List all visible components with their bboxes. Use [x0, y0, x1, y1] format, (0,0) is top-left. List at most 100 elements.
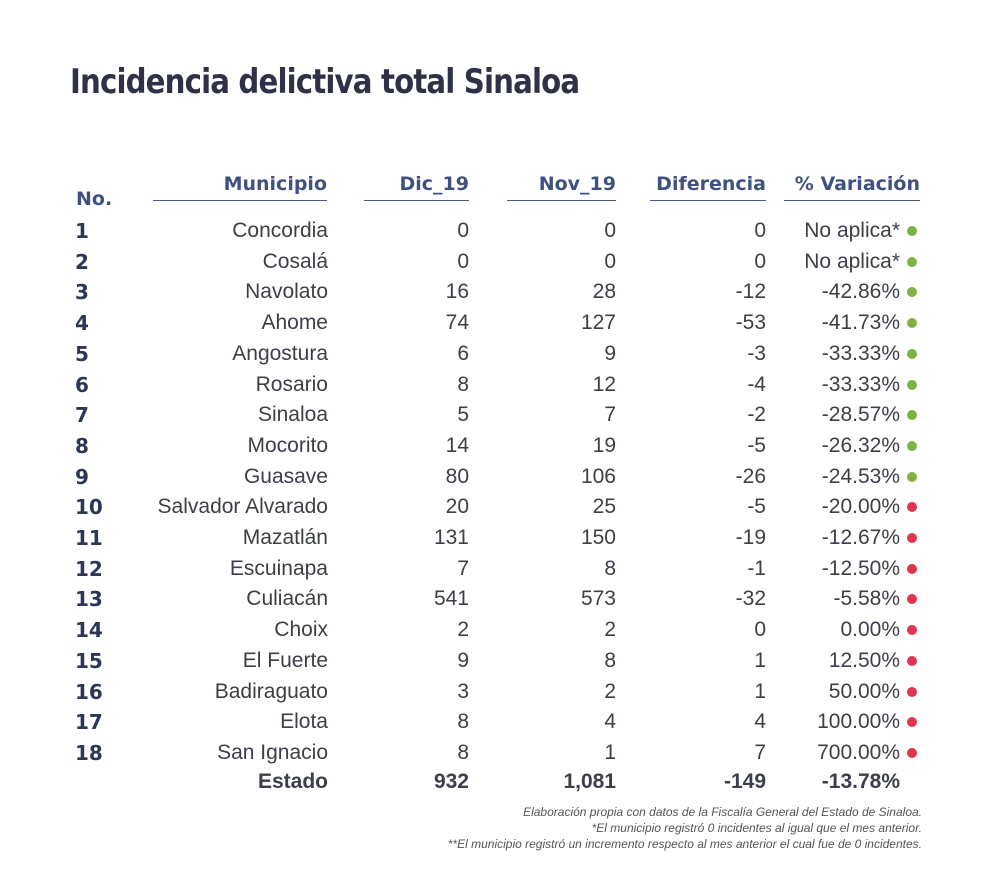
diferencia-cell: -4	[747, 372, 766, 396]
red-status-dot	[907, 563, 917, 574]
row-number: 4	[75, 311, 89, 336]
total-pct: -13.78%	[821, 770, 900, 793]
nov-cell: 4	[604, 710, 616, 734]
page-title: Incidencia delictiva total Sinaloa	[70, 62, 580, 102]
table-row: 17 Elota 8 4 4 100.00%	[0, 707, 992, 737]
nov-cell: 25	[592, 495, 616, 519]
table-row: 14 Choix 2 2 0 0.00%	[0, 615, 992, 645]
total-dic: 932	[433, 770, 469, 793]
table-row: 8 Mocorito 14 19 -5 -26.32%	[0, 431, 992, 461]
variacion-cell: -5.58%	[833, 587, 900, 611]
dic-cell: 2	[457, 618, 469, 642]
municipio-cell: Guasave	[243, 464, 328, 488]
diferencia-cell: -5	[747, 433, 766, 457]
total-label: Estado	[257, 770, 328, 793]
green-status-dot	[907, 318, 917, 329]
variacion-cell: 12.50%	[828, 648, 900, 672]
red-status-dot	[907, 655, 917, 666]
table-row: 2 Cosalá 0 0 0 No aplica*	[0, 247, 992, 277]
nov-cell: 2	[604, 679, 616, 703]
municipio-cell: Sinaloa	[257, 403, 328, 427]
table-row: 11 Mazatlán 131 150 -19 -12.67%	[0, 523, 992, 553]
variacion-cell: -28.57%	[821, 403, 900, 427]
municipio-cell: Ahome	[261, 311, 328, 335]
municipio-cell: Concordia	[232, 219, 328, 242]
row-number: 5	[75, 341, 89, 366]
dic-cell: 8	[457, 372, 469, 396]
nov-cell: 12	[592, 372, 616, 396]
green-status-dot	[907, 471, 917, 482]
variacion-cell: 100.00%	[817, 710, 900, 734]
dic-cell: 9	[457, 648, 469, 672]
table-row: 6 Rosario 8 12 -4 -33.33%	[0, 370, 992, 400]
diferencia-cell: -5	[747, 495, 766, 519]
variacion-cell: 0.00%	[840, 618, 900, 642]
green-status-dot	[907, 348, 917, 359]
nov-cell: 573	[580, 587, 616, 611]
dic-cell: 131	[433, 526, 469, 549]
red-status-dot	[907, 686, 917, 697]
dic-cell: 74	[445, 311, 469, 335]
red-status-dot	[907, 533, 917, 543]
dic-cell: 541	[433, 587, 469, 611]
row-number: 7	[75, 403, 89, 428]
nov-cell: 9	[604, 341, 616, 365]
green-status-dot	[907, 256, 917, 267]
dic-cell: 16	[445, 280, 469, 304]
municipio-cell: El Fuerte	[242, 648, 328, 672]
row-number: 10	[75, 495, 103, 520]
dic-cell: 3	[457, 679, 469, 703]
total-nov: 1,081	[563, 770, 616, 793]
nov-cell: 7	[604, 403, 616, 427]
diferencia-cell: 0	[754, 618, 766, 642]
dic-cell: 0	[457, 219, 469, 242]
row-number: 11	[75, 526, 103, 550]
table-row: 12 Escuinapa 7 8 -1 -12.50%	[0, 554, 992, 584]
red-status-dot	[907, 747, 917, 758]
nov-cell: 2	[604, 618, 616, 642]
municipio-cell: Mazatlán	[242, 526, 328, 549]
municipio-cell: Elota	[280, 710, 328, 734]
red-status-dot	[907, 594, 917, 605]
dic-cell: 80	[445, 464, 469, 488]
dic-cell: 8	[457, 710, 469, 734]
variacion-cell: -12.50%	[821, 556, 900, 580]
table-row: 18 San Ignacio 8 1 7 700.00%	[0, 738, 992, 768]
header-variacion: % Variación	[784, 173, 920, 201]
variacion-cell: -33.33%	[821, 372, 900, 396]
total-row: Estado 932 1,081 -149 -13.78%	[0, 767, 992, 797]
nov-cell: 106	[580, 464, 616, 488]
table-row: 4 Ahome 74 127 -53 -41.73%	[0, 308, 992, 338]
row-number: 6	[75, 372, 89, 397]
footnotes: Elaboración propia con datos de la Fisca…	[448, 804, 922, 852]
diferencia-cell: 1	[754, 679, 766, 703]
municipio-cell: Choix	[274, 618, 328, 642]
municipio-cell: Mocorito	[247, 433, 328, 457]
diferencia-cell: -19	[735, 526, 766, 549]
nov-cell: 0	[604, 249, 616, 273]
municipio-cell: Salvador Alvarado	[157, 495, 328, 519]
header-municipio: Municipio	[153, 173, 327, 201]
dic-cell: 5	[457, 403, 469, 427]
nov-cell: 0	[604, 219, 616, 242]
variacion-cell: -41.73%	[821, 311, 900, 335]
variacion-cell: -33.33%	[821, 341, 900, 365]
municipio-cell: Badiraguato	[214, 679, 328, 703]
header-dic: Dic_19	[364, 173, 469, 201]
green-status-dot	[907, 440, 917, 451]
municipio-cell: Escuinapa	[229, 556, 328, 580]
municipio-cell: Angostura	[232, 341, 328, 365]
nov-cell: 8	[604, 648, 616, 672]
municipio-cell: Culiacán	[246, 587, 328, 611]
table-row: 1 Concordia 0 0 0 No aplica*	[0, 216, 992, 246]
dic-cell: 7	[457, 556, 469, 580]
green-status-dot	[907, 410, 917, 421]
diferencia-cell: 0	[754, 219, 766, 242]
nov-cell: 1	[604, 740, 616, 764]
row-number: 3	[75, 280, 89, 305]
row-number: 14	[75, 618, 103, 643]
diferencia-cell: -3	[747, 341, 766, 365]
row-number: 12	[75, 556, 103, 581]
row-number: 16	[75, 679, 103, 704]
table-row: 3 Navolato 16 28 -12 -42.86%	[0, 277, 992, 307]
